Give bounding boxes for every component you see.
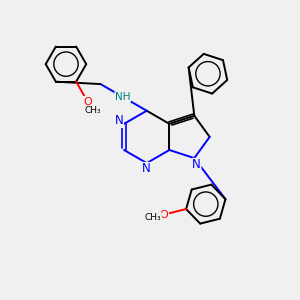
Text: CH₃: CH₃ [145,213,161,222]
Text: N: N [115,114,123,128]
Text: O: O [83,97,92,106]
Text: N: N [192,158,201,171]
Text: NH: NH [115,92,130,102]
Text: N: N [142,163,151,176]
Text: O: O [160,210,168,220]
Text: CH₃: CH₃ [85,106,101,115]
